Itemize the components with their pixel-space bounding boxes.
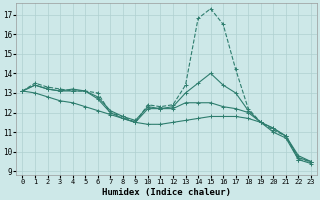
- X-axis label: Humidex (Indice chaleur): Humidex (Indice chaleur): [102, 188, 231, 197]
